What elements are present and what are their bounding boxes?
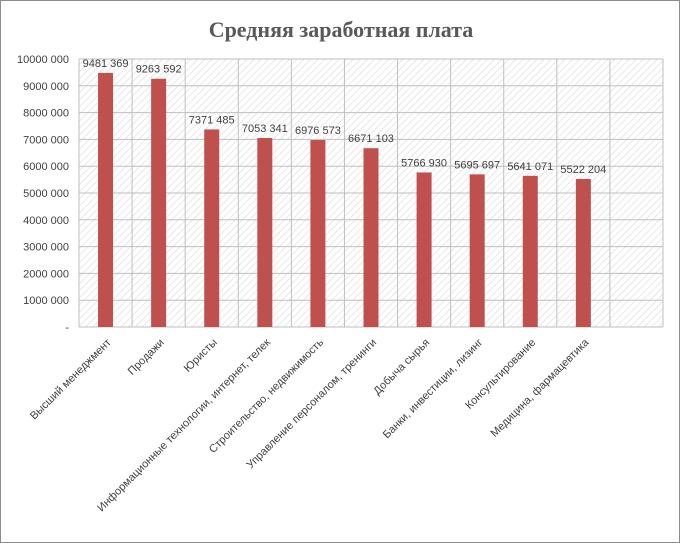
y-tick-label: 3000 000 — [23, 242, 69, 254]
y-tick-label: 10000 000 — [17, 54, 69, 66]
y-tick-label: 6000 000 — [23, 161, 69, 173]
y-axis: - 1000 000 2000 000 3000 000 4000 000 5000 00… — [17, 54, 69, 334]
bars — [98, 72, 591, 327]
data-label: 6671 103 — [348, 133, 394, 145]
y-tick-label: - — [65, 322, 69, 334]
data-label: 7053 341 — [242, 123, 288, 135]
category-label: Юристы — [182, 337, 220, 375]
y-tick-label: 1000 000 — [23, 295, 69, 307]
bar — [310, 140, 326, 327]
category-label: Высший менеджмент — [28, 337, 114, 423]
data-label: 9263 592 — [136, 64, 182, 76]
data-label: 5522 204 — [560, 164, 606, 176]
y-tick-label: 5000 000 — [23, 188, 69, 200]
data-label: 6976 573 — [295, 125, 341, 137]
y-tick-label: 7000 000 — [23, 134, 69, 146]
data-label: 5641 071 — [507, 161, 553, 173]
y-tick-label: 4000 000 — [23, 215, 69, 227]
data-label: 9481 369 — [83, 58, 129, 70]
bar — [98, 72, 114, 327]
x-axis: Высший менеджмент Продажи ЮристыИнформацио… — [28, 336, 592, 514]
data-label: 7371 485 — [189, 114, 235, 126]
bar — [151, 78, 167, 327]
chart-title: Средняя заработная плата — [209, 17, 474, 42]
bar — [575, 179, 591, 327]
y-tick-label: 2000 000 — [23, 268, 69, 280]
category-label: Банки, инвестиции, лизинг — [381, 337, 485, 441]
bar — [363, 148, 379, 327]
bar — [204, 129, 220, 327]
y-tick-label: 8000 000 — [23, 108, 69, 120]
category-label: Медицина, фармацевтика — [488, 336, 592, 440]
bar — [522, 175, 538, 327]
data-label: 5766 930 — [401, 157, 447, 169]
grid-lines — [78, 58, 664, 328]
category-label: Добыча сырья — [371, 337, 432, 398]
category-label: Продажи — [126, 337, 167, 378]
category-label: Строительство, недвижимость — [207, 336, 326, 455]
bar — [257, 137, 273, 327]
bar — [416, 172, 432, 327]
data-label: 5695 697 — [454, 159, 500, 171]
bar — [469, 174, 485, 327]
y-tick-label: 9000 000 — [23, 81, 69, 93]
data-labels: 9481 369 9263 592 7371 485 7053 341 6976 573… — [83, 58, 607, 176]
